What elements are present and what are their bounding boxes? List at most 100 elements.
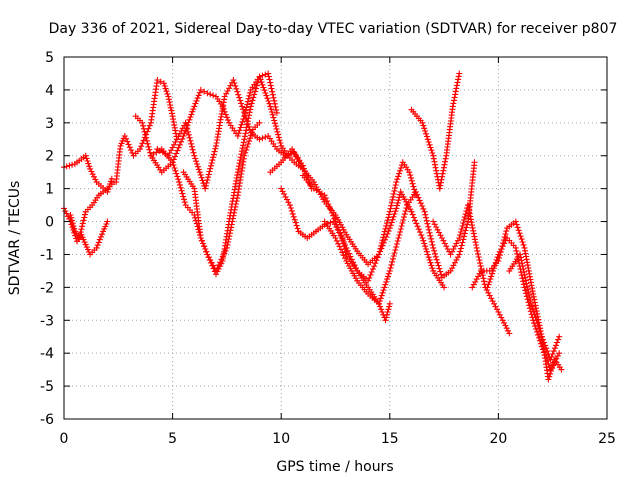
data-point (250, 94, 257, 101)
data-point (259, 81, 266, 88)
data-point (182, 119, 189, 126)
y-tick-label--1: -1 (40, 247, 54, 263)
data-point (218, 260, 225, 267)
data-point (556, 333, 563, 340)
data-point (181, 196, 187, 203)
data-point (292, 219, 299, 226)
data-point (91, 173, 97, 180)
data-point (397, 229, 404, 235)
data-point (245, 141, 252, 147)
data-point (385, 228, 392, 235)
data-point (166, 99, 173, 106)
data-point (457, 245, 464, 252)
data-point (237, 97, 244, 104)
data-point (473, 276, 480, 283)
data-point (233, 85, 240, 92)
data-point (382, 317, 389, 324)
data-point (431, 247, 438, 254)
data-point (260, 84, 267, 91)
data-point (395, 173, 402, 180)
data-point (222, 111, 229, 118)
data-point (87, 165, 94, 172)
y-tick-label--2: -2 (40, 280, 54, 296)
data-point (178, 138, 184, 145)
data-point (224, 88, 231, 94)
data-point (121, 133, 128, 139)
data-point (503, 325, 510, 332)
data-point (488, 273, 495, 280)
data-point (396, 170, 403, 177)
data-point (380, 239, 387, 246)
data-point (386, 211, 393, 218)
data-point (403, 205, 410, 212)
data-point (268, 85, 275, 92)
data-point (457, 232, 464, 238)
data-point (272, 123, 279, 130)
data-point (256, 73, 263, 80)
data-point (420, 122, 427, 129)
data-point (210, 151, 217, 158)
data-point (433, 167, 440, 174)
data-point (217, 116, 224, 123)
data-point (458, 226, 465, 232)
data-point (240, 106, 247, 113)
data-point (208, 160, 215, 166)
x-tick-label-25: 25 (598, 431, 616, 447)
y-axis-label: SDTVAR / TECUs (7, 181, 23, 296)
data-point (398, 223, 405, 229)
data-point (231, 80, 238, 86)
data-point (452, 243, 458, 250)
data-point (249, 97, 256, 104)
data-point (175, 176, 182, 183)
data-point (522, 250, 529, 257)
data-point (400, 217, 407, 223)
data-point (171, 141, 177, 148)
data-point (62, 208, 69, 214)
data-point (194, 161, 200, 167)
y-tick-label-1: 1 (45, 182, 54, 198)
data-point (239, 118, 246, 125)
data-point (204, 177, 211, 184)
data-point (63, 210, 70, 217)
data-point (241, 133, 248, 140)
data-point (193, 158, 200, 165)
data-point (181, 199, 188, 206)
data-point (492, 303, 499, 310)
data-point (202, 185, 209, 192)
data-point (475, 273, 482, 280)
data-point (192, 155, 199, 162)
data-point (385, 214, 392, 221)
data-point (206, 257, 213, 264)
data-point (259, 72, 266, 79)
data-point (96, 236, 103, 243)
data-point (426, 229, 433, 236)
data-point (423, 133, 430, 140)
data-point (247, 89, 254, 96)
data-point (471, 236, 478, 243)
data-point (324, 198, 331, 205)
data-point (386, 208, 393, 215)
data-point (525, 289, 532, 296)
data-point (386, 225, 393, 232)
data-point (487, 276, 494, 283)
data-point (491, 300, 498, 307)
data-point (535, 331, 541, 338)
data-point (146, 146, 153, 153)
data-point (342, 255, 348, 262)
data-point (465, 202, 471, 209)
data-point (414, 223, 421, 230)
data-point (532, 314, 539, 321)
data-point (376, 298, 383, 305)
data-point (388, 199, 395, 206)
data-point (171, 121, 178, 128)
data-point (383, 311, 390, 318)
data-point (456, 70, 463, 77)
data-point (378, 306, 385, 313)
data-point (265, 70, 272, 77)
data-point (422, 211, 429, 218)
x-tick-label-10: 10 (272, 431, 290, 447)
data-point (421, 125, 428, 132)
data-point (196, 169, 203, 176)
y-tick-label--3: -3 (40, 313, 54, 329)
data-point (520, 241, 527, 248)
